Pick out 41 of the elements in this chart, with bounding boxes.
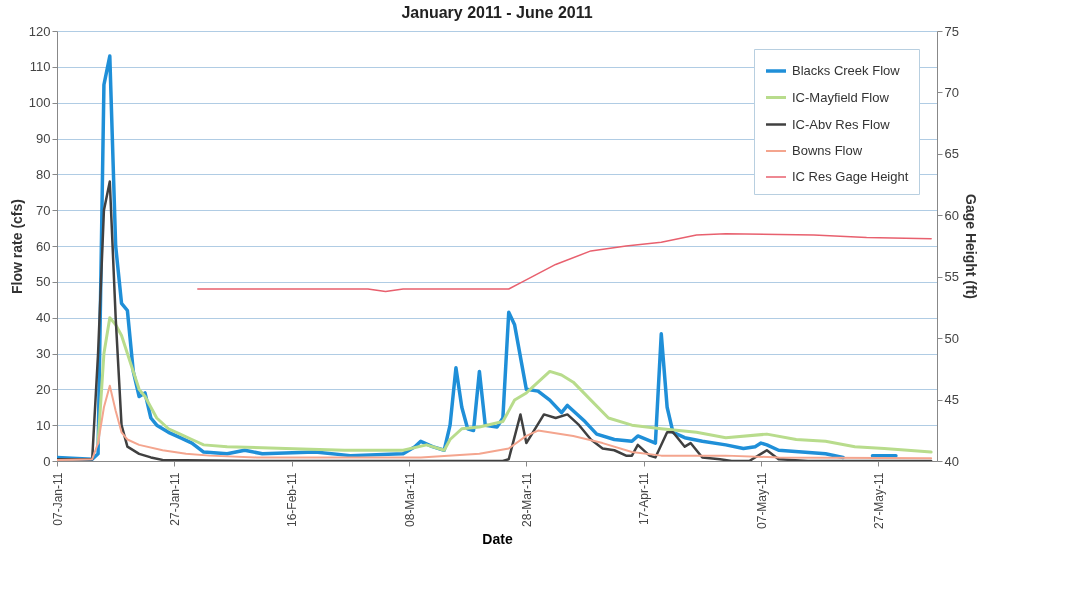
x-tick-label: 27-Jan-11 — [167, 472, 182, 526]
line-series — [96, 316, 933, 454]
y-tick-label: 30 — [36, 346, 51, 361]
x-tick-label: 07-May-11 — [754, 472, 769, 529]
y2-tick-label: 60 — [944, 207, 959, 223]
legend-label: IC-Abv Res Flow — [792, 116, 891, 132]
x-tick-label: 16-Feb-11 — [285, 472, 300, 527]
y-tick-label: 120 — [28, 23, 51, 39]
chart-title: January 2011 - June 2011 — [401, 4, 593, 21]
line-series — [57, 384, 933, 461]
y2-tick-label: 50 — [944, 330, 959, 346]
y2-tick-label: 55 — [944, 269, 959, 285]
y2-axis-title: Gage Height (ft) — [962, 194, 979, 299]
y-tick-label: 90 — [36, 131, 51, 146]
y2-tick-label: 45 — [944, 392, 959, 408]
y-tick-label: 110 — [29, 59, 51, 75]
y2-tick-label: 40 — [944, 453, 959, 469]
y2-tick-label: 70 — [944, 84, 959, 100]
x-tick-label: 08-Mar-11 — [402, 472, 417, 527]
x-axis-title: Date — [482, 530, 513, 547]
y2-tick-label: 75 — [944, 23, 959, 39]
y-axis-title: Flow rate (cfs) — [8, 199, 25, 294]
legend-label: IC-Mayfield Flow — [792, 89, 890, 105]
y-tick-label: 70 — [36, 202, 51, 218]
y-tick-label: 80 — [36, 166, 51, 182]
x-tick-label: 17-Apr-11 — [637, 472, 652, 525]
x-tick-label: 27-May-11 — [871, 472, 886, 529]
x-tick-label: 07-Jan-11 — [50, 472, 65, 526]
line-series — [197, 232, 932, 293]
y-tick-label: 40 — [36, 310, 51, 326]
legend-label: IC Res Gage Height — [792, 169, 909, 184]
legend-label: Bowns Flow — [792, 143, 863, 158]
x-tick-label: 28-Mar-11 — [519, 472, 534, 527]
y2-tick-label: 65 — [944, 146, 959, 162]
y-tick-label: 100 — [28, 95, 51, 111]
y-tick-label: 20 — [36, 381, 51, 397]
y-tick-label: 10 — [36, 417, 51, 433]
y-tick-label: 50 — [36, 274, 51, 290]
legend-label: Blacks Creek Flow — [792, 63, 901, 78]
y-tick-label: 0 — [43, 453, 51, 469]
y-tick-label: 60 — [36, 238, 51, 254]
